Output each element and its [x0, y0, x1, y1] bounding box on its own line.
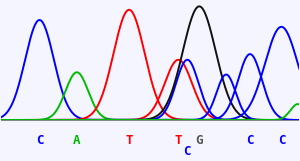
Text: G: G [196, 134, 203, 147]
Text: C: C [184, 145, 191, 158]
Text: C: C [278, 134, 285, 147]
Text: C: C [246, 134, 254, 147]
Text: C: C [36, 134, 43, 147]
Text: T: T [125, 134, 133, 147]
Text: A: A [73, 134, 81, 147]
Text: T: T [175, 134, 182, 147]
